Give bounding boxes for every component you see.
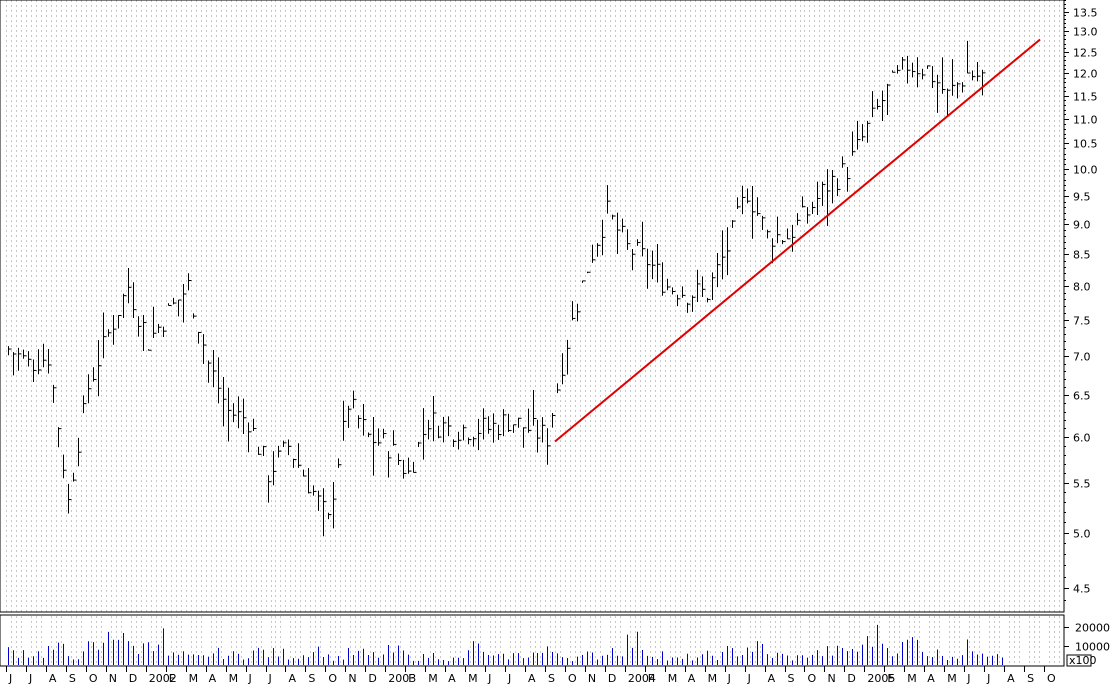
y-tick-label: 5.5 bbox=[1073, 478, 1091, 491]
x-tick-label: J bbox=[986, 672, 990, 685]
y-tick-label: 13.5 bbox=[1073, 7, 1098, 20]
x-tick-label: M bbox=[428, 672, 438, 685]
x-tick-label: F bbox=[887, 672, 893, 685]
x-tick-label: D bbox=[847, 672, 855, 685]
x-tick-label: M bbox=[708, 672, 718, 685]
y-tick-label: 9.5 bbox=[1073, 191, 1091, 204]
y-tick-label: 10.0 bbox=[1073, 164, 1098, 177]
x-tick-label: S bbox=[788, 672, 795, 685]
volume-scale-note: x100 bbox=[1069, 654, 1097, 667]
x-tick-label: M bbox=[468, 672, 478, 685]
trendline-group bbox=[554, 38, 1041, 443]
y-tick-label: 10.5 bbox=[1073, 138, 1098, 151]
x-tick-label: J bbox=[966, 672, 970, 685]
volume-bars bbox=[8, 624, 1003, 665]
x-tick-label: S bbox=[548, 672, 555, 685]
x-tick-label: J bbox=[487, 672, 491, 685]
y-tick-label: 8.0 bbox=[1073, 281, 1091, 294]
x-tick-label: A bbox=[927, 672, 935, 685]
x-tick-label: J bbox=[747, 672, 751, 685]
x-tick-label: D bbox=[368, 672, 376, 685]
y-tick-label: 12.5 bbox=[1073, 47, 1098, 60]
x-tick-label: J bbox=[8, 672, 12, 685]
x-tick-label: M bbox=[947, 672, 957, 685]
x-tick-label: J bbox=[507, 672, 511, 685]
volume-tick-label: 10000 bbox=[1075, 641, 1110, 654]
x-tick-label: F bbox=[648, 672, 654, 685]
y-tick-label: 7.5 bbox=[1073, 315, 1091, 328]
x-tick-label: D bbox=[129, 672, 137, 685]
x-tick-label: A bbox=[1007, 672, 1015, 685]
x-tick-label: A bbox=[528, 672, 536, 685]
x-tick-label: 2005 bbox=[867, 672, 895, 685]
x-tick-label: F bbox=[408, 672, 414, 685]
x-tick-label: A bbox=[448, 672, 456, 685]
x-tick-label: S bbox=[308, 672, 315, 685]
trendline bbox=[554, 38, 1041, 443]
x-tick-label: N bbox=[348, 672, 356, 685]
x-tick-label: 2002 bbox=[149, 672, 177, 685]
x-tick-label: S bbox=[69, 672, 76, 685]
y-tick-label: 5.0 bbox=[1073, 528, 1091, 541]
volume-scale-box bbox=[1066, 654, 1092, 667]
y-tick-label: 6.0 bbox=[1073, 432, 1091, 445]
y-tick-label: 12.0 bbox=[1073, 68, 1098, 81]
price-bars bbox=[8, 40, 986, 537]
volume-axis: 10000 20000 x100 bbox=[1064, 622, 1110, 667]
x-tick-label: J bbox=[248, 672, 252, 685]
x-tick-label: M bbox=[229, 672, 239, 685]
x-tick-label: 2004 bbox=[628, 672, 656, 685]
y-tick-label: 13.0 bbox=[1073, 26, 1098, 39]
x-tick-label: O bbox=[568, 672, 577, 685]
x-tick-label: J bbox=[28, 672, 32, 685]
x-tick-label: M bbox=[668, 672, 678, 685]
x-tick-label: A bbox=[49, 672, 57, 685]
y-tick-label: 7.0 bbox=[1073, 351, 1091, 364]
x-tick-label: O bbox=[89, 672, 98, 685]
volume-panel-frame bbox=[0, 614, 1065, 667]
x-tick-label: J bbox=[268, 672, 272, 685]
x-tick-label: D bbox=[608, 672, 616, 685]
x-tick-label: F bbox=[169, 672, 175, 685]
y-tick-label: 8.5 bbox=[1073, 249, 1091, 262]
y-tick-label: 11.0 bbox=[1073, 114, 1098, 127]
y-tick-label: 6.5 bbox=[1073, 390, 1091, 403]
price-axis: 4.5 5.0 5.5 6.0 6.5 7.0 7.5 8.0 8.5 9.0 9.5 10.0 10.… bbox=[1064, 0, 1098, 601]
x-tick-label: 2003 bbox=[388, 672, 416, 685]
x-tick-label: M bbox=[189, 672, 199, 685]
x-tick-label: M bbox=[907, 672, 917, 685]
x-tick-label: O bbox=[1047, 672, 1056, 685]
x-tick-label: N bbox=[827, 672, 835, 685]
x-tick-label: A bbox=[209, 672, 217, 685]
y-tick-label: 11.5 bbox=[1073, 91, 1098, 104]
vertical-grid bbox=[6, 0, 1060, 665]
x-tick-label: N bbox=[588, 672, 596, 685]
y-tick-label: 4.5 bbox=[1073, 583, 1091, 596]
y-tick-label: 9.0 bbox=[1073, 219, 1091, 232]
x-tick-label: N bbox=[109, 672, 117, 685]
x-tick-label: A bbox=[688, 672, 696, 685]
x-tick-label: A bbox=[288, 672, 296, 685]
x-tick-label: O bbox=[807, 672, 816, 685]
x-tick-label: O bbox=[328, 672, 337, 685]
x-tick-label: A bbox=[768, 672, 776, 685]
volume-tick-label: 20000 bbox=[1075, 622, 1110, 635]
x-tick-label: J bbox=[727, 672, 731, 685]
x-tick-label: S bbox=[1027, 672, 1034, 685]
